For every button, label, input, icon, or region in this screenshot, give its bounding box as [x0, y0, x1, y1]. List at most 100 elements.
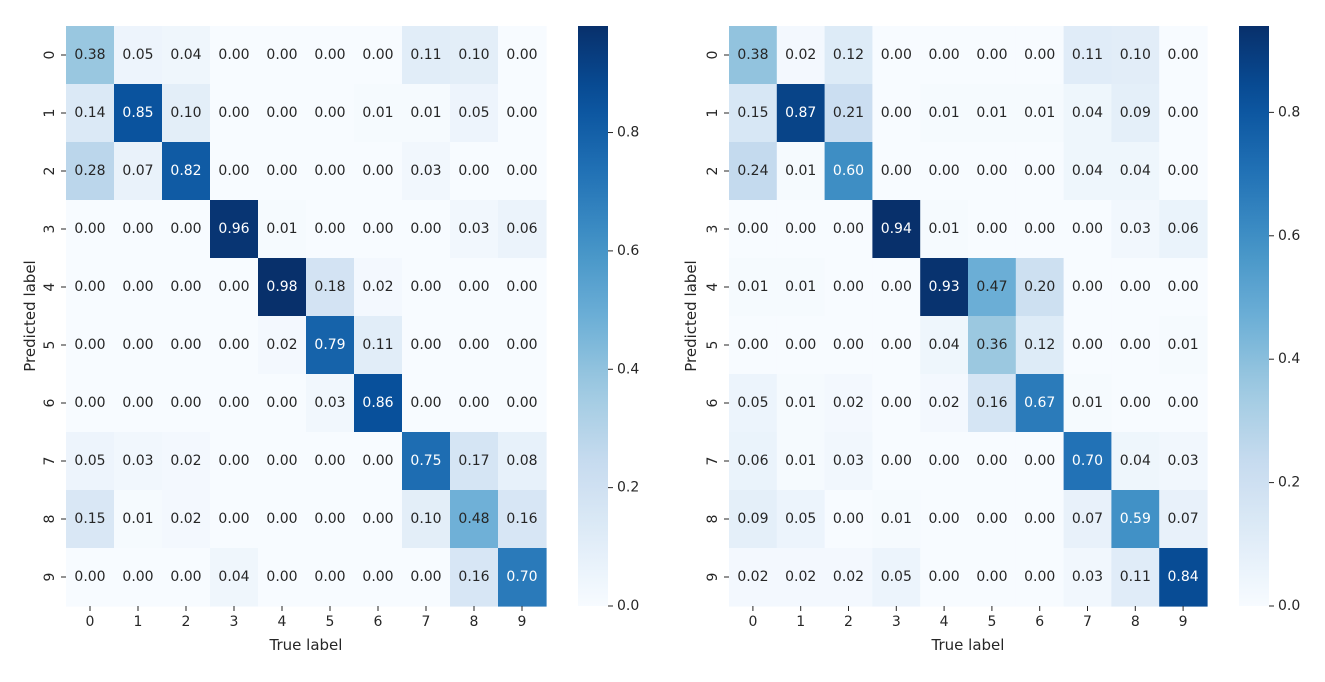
- cell-value-label: 0.03: [1072, 569, 1103, 585]
- colorbar-tick-label: 0.8: [1278, 104, 1300, 120]
- cell-value-label: 0.00: [1168, 163, 1199, 179]
- heatmap-cell: [729, 490, 778, 549]
- cell-value-label: 0.00: [881, 279, 912, 295]
- heatmap-cell: [824, 26, 873, 85]
- colorbar-tick-label: 0.4: [1278, 351, 1300, 367]
- cell-value-label: 0.01: [266, 221, 297, 237]
- cell-value-label: 0.00: [881, 337, 912, 353]
- heatmap-cell: [354, 490, 403, 549]
- cell-value-label: 0.00: [218, 47, 249, 63]
- y-tick-label: 5: [42, 341, 58, 350]
- heatmap-cell: [210, 84, 259, 143]
- cell-value-label: 0.12: [1024, 337, 1055, 353]
- heatmap-cell: [498, 432, 547, 491]
- cell-value-label: 0.03: [458, 221, 489, 237]
- heatmap-cell: [872, 142, 921, 201]
- cell-value-label: 0.11: [362, 337, 393, 353]
- colorbar-tick-label: 0.4: [617, 361, 639, 377]
- cell-value-label: 0.01: [1168, 337, 1199, 353]
- heatmap-cell: [1063, 142, 1112, 201]
- y-tick-label: 4: [42, 282, 58, 291]
- heatmap-cell: [66, 26, 115, 85]
- heatmap-cell: [1015, 200, 1065, 259]
- cell-value-label: 0.00: [218, 105, 249, 121]
- heatmap-cell: [776, 200, 826, 259]
- heatmap-cell: [776, 316, 826, 375]
- heatmap-cell: [210, 432, 259, 491]
- heatmap-cell: [210, 200, 259, 259]
- cell-value-label: 0.94: [881, 221, 912, 237]
- cell-value-label: 0.00: [218, 337, 249, 353]
- cell-value-label: 0.00: [362, 47, 393, 63]
- cell-value-label: 0.00: [458, 337, 489, 353]
- heatmap-cell: [1063, 316, 1112, 375]
- cell-value-label: 0.00: [74, 279, 105, 295]
- heatmap-cell: [1063, 374, 1112, 433]
- heatmap-cell: [729, 26, 778, 85]
- heatmap-cell: [1063, 490, 1112, 549]
- heatmap-cell: [162, 548, 211, 607]
- heatmap-cell: [258, 200, 307, 259]
- cell-value-label: 0.75: [410, 453, 441, 469]
- cell-value-label: 0.05: [74, 453, 105, 469]
- cell-value-label: 0.00: [266, 511, 297, 527]
- heatmap-cell: [729, 142, 778, 201]
- cell-value-label: 0.04: [1072, 105, 1103, 121]
- cell-value-label: 0.17: [458, 453, 489, 469]
- cell-value-label: 0.00: [785, 221, 816, 237]
- cell-value-label: 0.02: [833, 395, 864, 411]
- cell-value-label: 0.60: [833, 163, 864, 179]
- heatmap-cell: [1015, 316, 1065, 375]
- heatmap-cell: [66, 432, 115, 491]
- heatmap-cell: [968, 374, 1017, 433]
- cell-value-label: 0.00: [122, 395, 153, 411]
- x-tick-label: 4: [940, 614, 949, 630]
- x-tick-label: 1: [134, 614, 143, 630]
- heatmap-cell: [402, 84, 451, 143]
- colorbar-tick-label: 0.2: [1278, 475, 1300, 491]
- cell-value-label: 0.05: [122, 47, 153, 63]
- colorbar-tick-label: 0.8: [617, 125, 639, 141]
- heatmap-cell: [162, 490, 211, 549]
- cell-value-label: 0.00: [881, 453, 912, 469]
- x-axis-label: True label: [931, 636, 1005, 654]
- x-tick-label: 9: [518, 614, 527, 630]
- cell-value-label: 0.00: [170, 337, 201, 353]
- heatmap-cell: [306, 316, 355, 375]
- x-axis-label: True label: [269, 636, 343, 654]
- heatmap-cell: [450, 142, 499, 201]
- heatmap-cell: [968, 200, 1017, 259]
- cell-value-label: 0.86: [362, 395, 393, 411]
- cell-value-label: 0.00: [218, 511, 249, 527]
- heatmap-cell: [1015, 26, 1065, 85]
- heatmap-cell: [1159, 316, 1208, 375]
- y-tick-label: 1: [42, 109, 58, 118]
- cell-value-label: 0.02: [362, 279, 393, 295]
- cell-value-label: 0.00: [785, 337, 816, 353]
- cell-value-label: 0.00: [881, 163, 912, 179]
- cell-value-label: 0.00: [170, 395, 201, 411]
- x-tick-label: 6: [1035, 614, 1044, 630]
- cell-value-label: 0.01: [785, 279, 816, 295]
- y-tick-label: 3: [705, 225, 721, 234]
- cell-value-label: 0.00: [218, 453, 249, 469]
- cell-value-label: 0.00: [881, 105, 912, 121]
- cell-value-label: 0.47: [976, 279, 1007, 295]
- heatmap-cell: [498, 142, 547, 201]
- heatmap-cell: [114, 374, 163, 433]
- heatmap-cell: [306, 84, 355, 143]
- cell-value-label: 0.01: [976, 105, 1007, 121]
- cell-value-label: 0.00: [122, 221, 153, 237]
- cell-value-label: 0.04: [218, 569, 249, 585]
- heatmap-cell: [872, 490, 921, 549]
- heatmap-cell: [258, 142, 307, 201]
- cell-value-label: 0.01: [737, 279, 768, 295]
- heatmap-cell: [114, 26, 163, 85]
- heatmap-cell: [354, 26, 403, 85]
- cell-value-label: 0.00: [1024, 569, 1055, 585]
- cell-value-label: 0.07: [122, 163, 153, 179]
- cell-value-label: 0.00: [1024, 47, 1055, 63]
- heatmap-cell: [114, 84, 163, 143]
- cell-value-label: 0.00: [976, 511, 1007, 527]
- heatmap-cell: [1159, 26, 1208, 85]
